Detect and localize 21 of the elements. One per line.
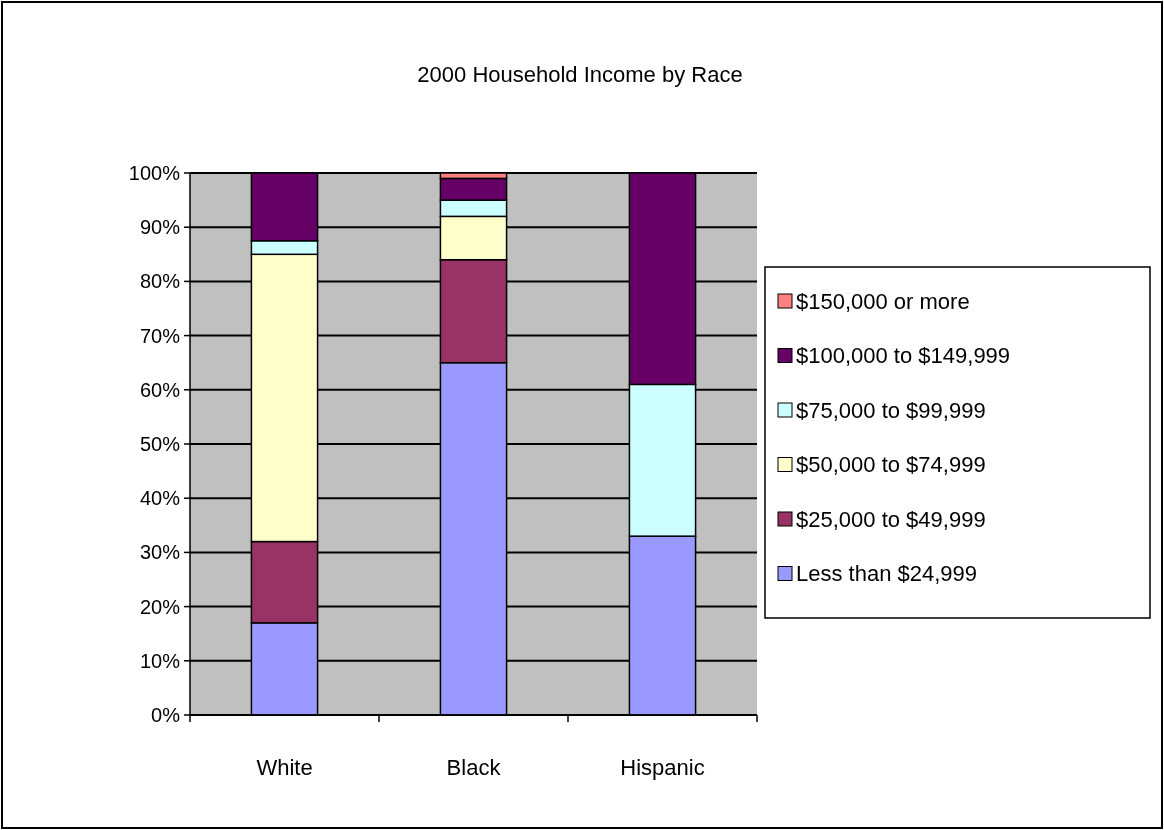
- x-tick-label: Black: [446, 755, 502, 780]
- y-tick-label: 40%: [139, 487, 181, 510]
- y-tick-label: 30%: [139, 541, 181, 564]
- legend-label: $100,000 to $149,999: [796, 343, 1011, 369]
- y-tick-label: 50%: [139, 433, 181, 455]
- legend-label: Less than $24,999: [796, 561, 978, 587]
- legend-label: $25,000 to $49,999: [796, 506, 986, 532]
- y-tick-label: 80%: [139, 270, 181, 293]
- y-tick-label: 100%: [128, 162, 181, 184]
- x-tick-label: Hispanic: [620, 755, 705, 780]
- legend-label: $75,000 to $99,999: [796, 397, 986, 423]
- y-tick-label: 10%: [139, 649, 181, 672]
- y-tick-label: 20%: [139, 595, 181, 618]
- y-tick-label: 60%: [139, 378, 181, 401]
- y-tick-label: 70%: [139, 324, 181, 347]
- chart-title: 2000 Household Income by Race: [417, 62, 743, 87]
- x-tick-label: White: [256, 755, 313, 780]
- legend-label: $50,000 to $74,999: [796, 452, 986, 478]
- y-tick-label: 0%: [151, 704, 181, 726]
- y-tick-label: 90%: [139, 216, 181, 239]
- legend-label: $150,000 or more: [796, 288, 970, 314]
